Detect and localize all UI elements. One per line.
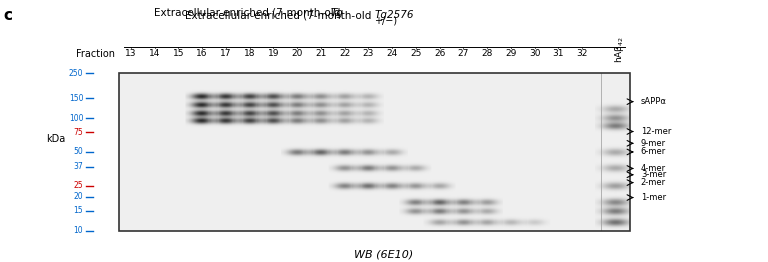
Text: 1-mer: 1-mer	[641, 193, 666, 202]
Text: 26: 26	[434, 49, 445, 58]
Text: 16: 16	[197, 49, 208, 58]
Text: 17: 17	[220, 49, 232, 58]
Text: 37: 37	[74, 162, 83, 171]
Text: 6-mer: 6-mer	[641, 148, 666, 156]
Text: 22: 22	[339, 49, 350, 58]
Text: 23: 23	[362, 49, 374, 58]
Text: 9-mer: 9-mer	[641, 139, 666, 148]
Text: 28: 28	[482, 49, 493, 58]
Text: kDa: kDa	[46, 134, 65, 144]
Text: +/−): +/−)	[374, 15, 398, 25]
Text: 20: 20	[292, 49, 303, 58]
Text: Tg2576: Tg2576	[374, 10, 414, 20]
Text: 75: 75	[74, 128, 83, 137]
Text: 12-mer: 12-mer	[641, 127, 671, 136]
Text: 10: 10	[74, 226, 83, 235]
Text: 14: 14	[149, 49, 161, 58]
Text: 3-mer: 3-mer	[641, 170, 666, 179]
Text: 18: 18	[244, 49, 256, 58]
Text: 20: 20	[74, 192, 83, 201]
Text: Fraction: Fraction	[76, 49, 115, 59]
Text: 4-mer: 4-mer	[641, 164, 666, 173]
Text: 29: 29	[505, 49, 517, 58]
Text: 2-mer: 2-mer	[641, 178, 666, 187]
Text: Extracellular-enriched (7-month-old: Extracellular-enriched (7-month-old	[185, 10, 374, 20]
Text: hAβ$_{42}$: hAβ$_{42}$	[613, 36, 626, 63]
Text: 13: 13	[125, 49, 137, 58]
Text: Tg: Tg	[331, 8, 344, 18]
Text: c: c	[4, 8, 13, 23]
Text: 31: 31	[553, 49, 564, 58]
Text: 250: 250	[69, 69, 83, 78]
Text: 21: 21	[316, 49, 326, 58]
Text: 30: 30	[529, 49, 541, 58]
Text: 24: 24	[386, 49, 398, 58]
Text: 15: 15	[173, 49, 184, 58]
Text: sAPPα: sAPPα	[641, 97, 667, 106]
Text: 150: 150	[69, 94, 83, 103]
Text: 27: 27	[458, 49, 469, 58]
Text: 25: 25	[74, 181, 83, 190]
Text: 15: 15	[74, 206, 83, 215]
Text: Extracellular-enriched (7-month-old: Extracellular-enriched (7-month-old	[154, 8, 344, 18]
Text: WB (6E10): WB (6E10)	[354, 249, 414, 259]
Text: 100: 100	[69, 114, 83, 123]
Text: 25: 25	[410, 49, 422, 58]
Text: 50: 50	[74, 148, 83, 156]
Text: 32: 32	[577, 49, 588, 58]
Text: 19: 19	[268, 49, 280, 58]
